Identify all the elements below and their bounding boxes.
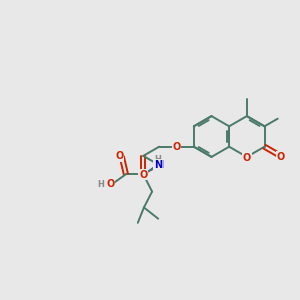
Text: O: O <box>115 151 124 161</box>
Text: H: H <box>98 180 105 189</box>
Text: O: O <box>243 153 251 163</box>
Text: H: H <box>156 159 163 168</box>
Text: H: H <box>154 155 161 164</box>
Text: N: N <box>155 160 163 170</box>
Text: O: O <box>172 142 181 152</box>
Text: O: O <box>139 170 147 180</box>
Text: N: N <box>154 160 162 170</box>
Polygon shape <box>143 164 160 174</box>
Text: O: O <box>277 152 285 162</box>
Text: O: O <box>106 179 114 189</box>
